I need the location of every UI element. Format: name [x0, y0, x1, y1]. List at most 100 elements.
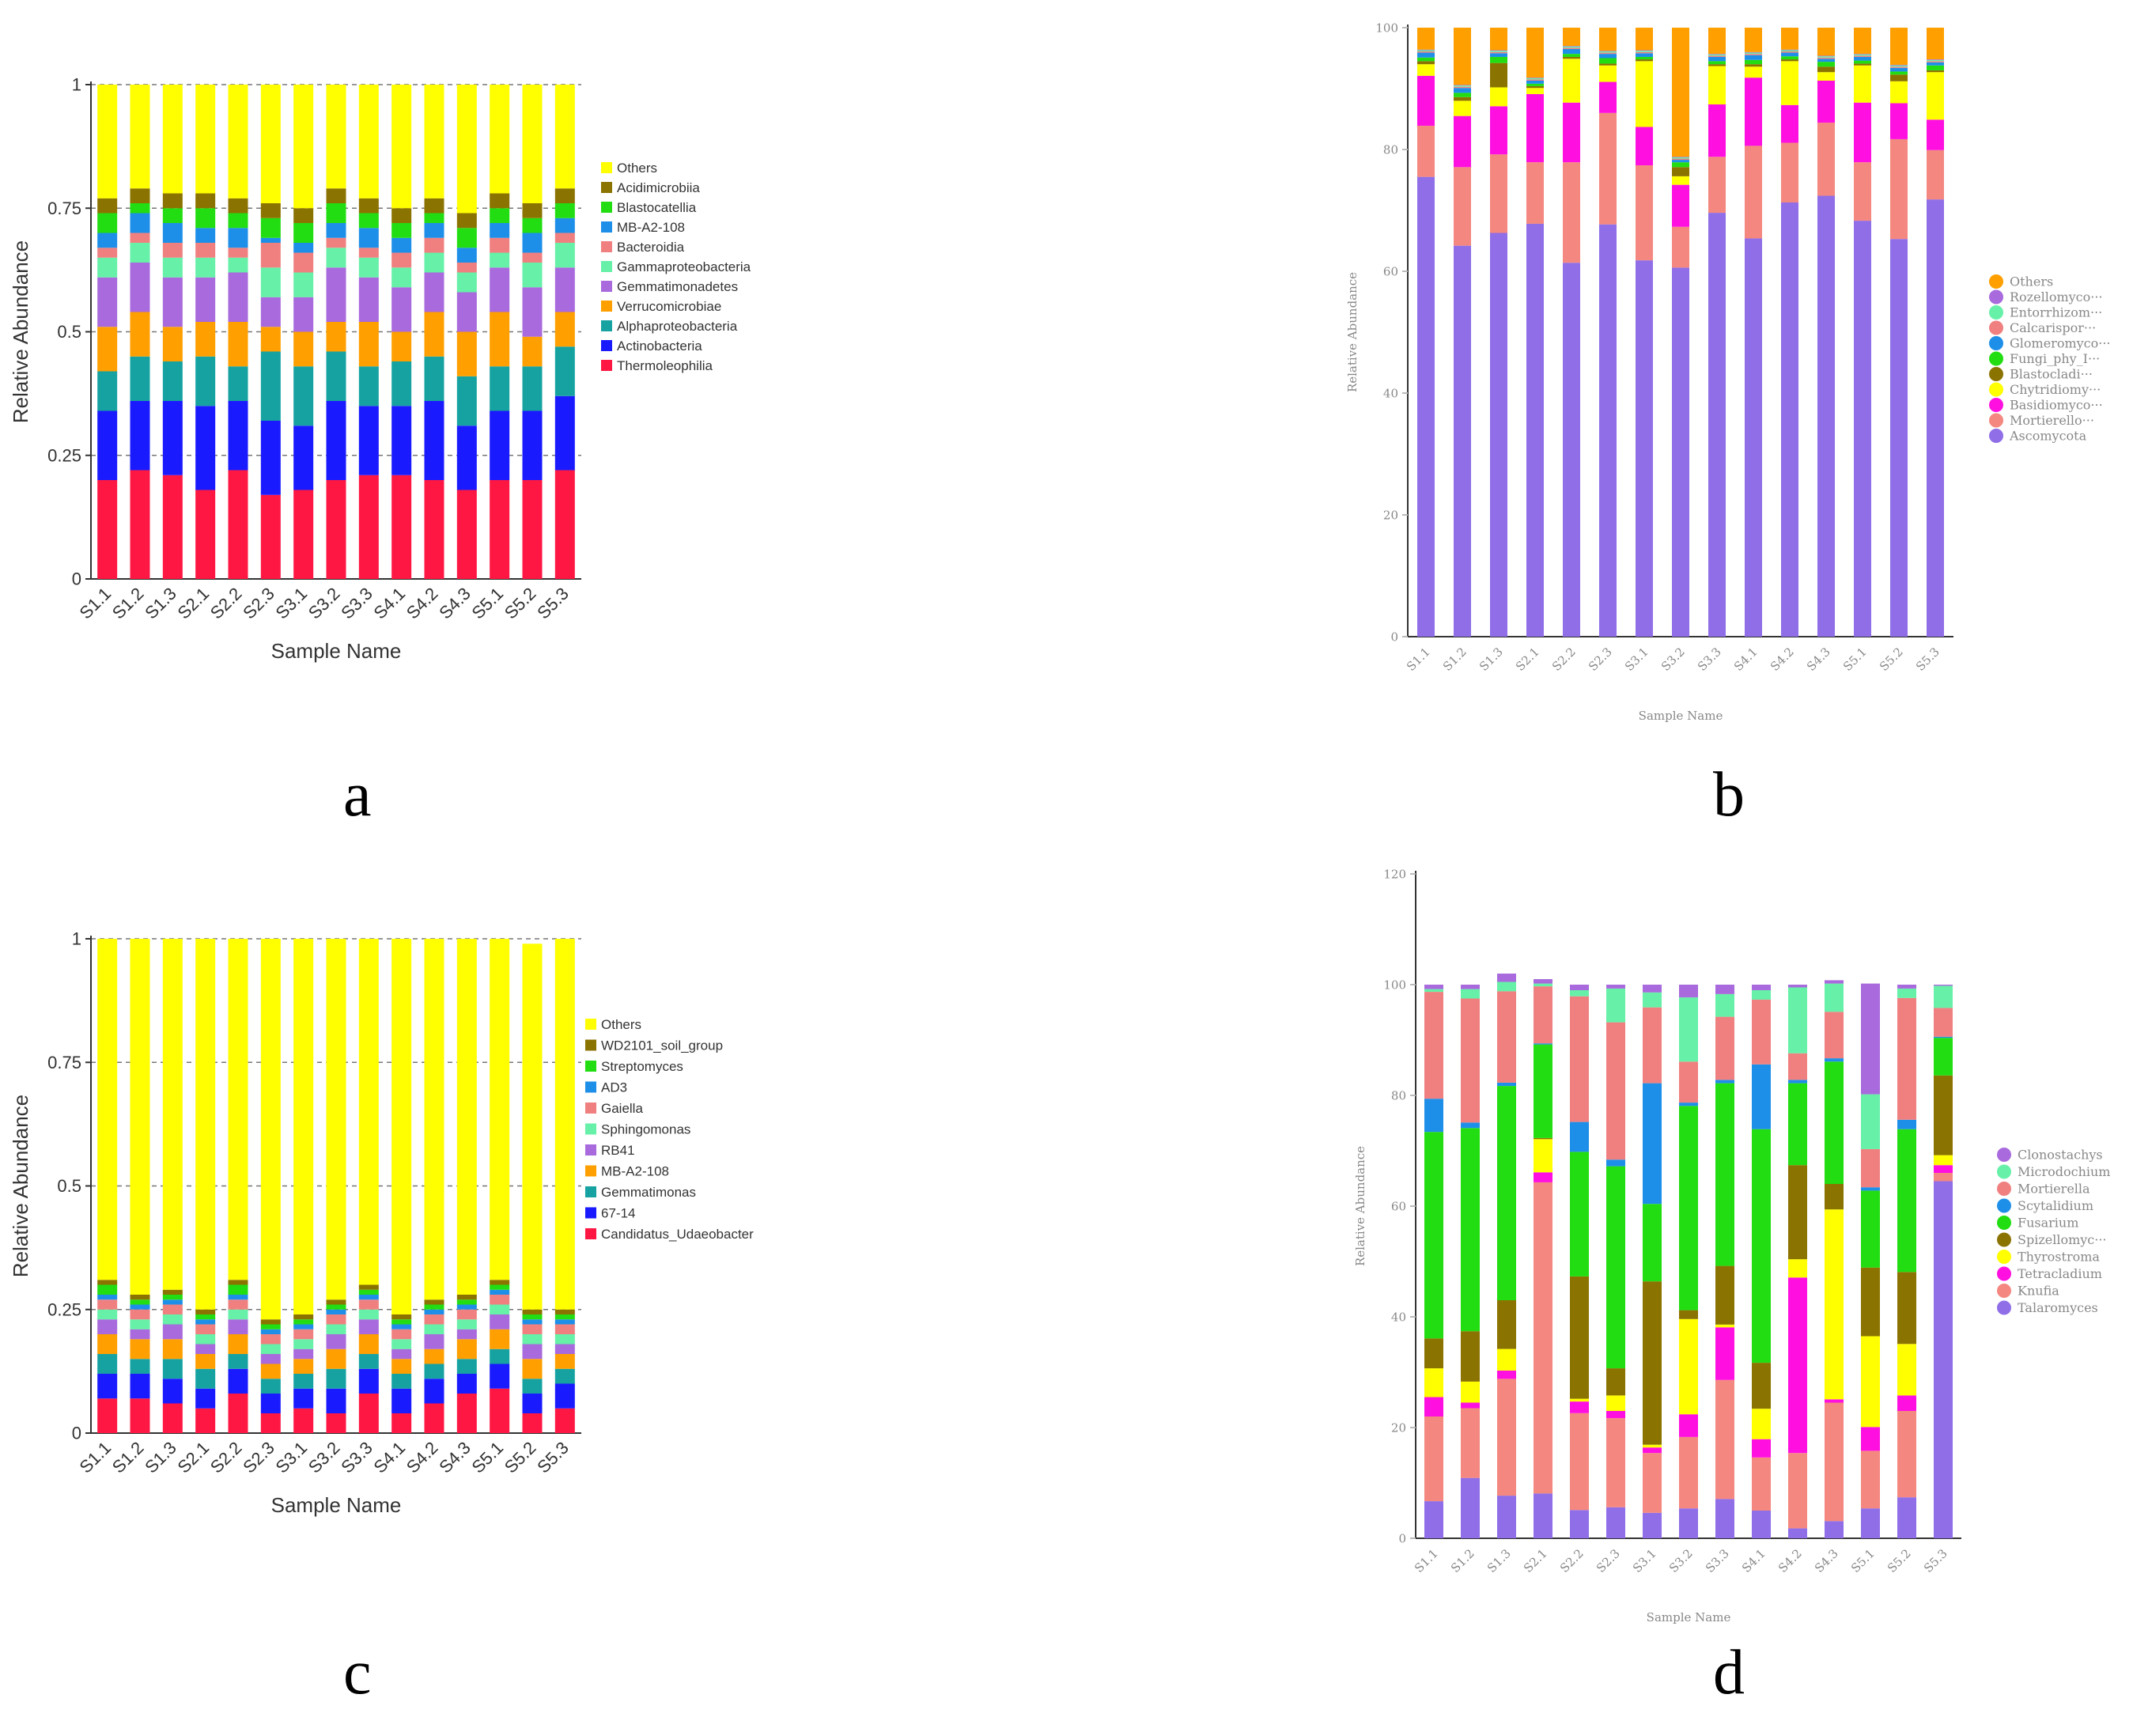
bar-segment: [1490, 51, 1507, 52]
bar-segment: [391, 237, 412, 253]
bar-segment: [228, 1368, 248, 1394]
bar-segment: [424, 1304, 444, 1310]
legend-marker: [601, 202, 612, 213]
bar-segment: [1526, 162, 1544, 224]
bar-segment: [228, 470, 248, 579]
bar-segment: [456, 85, 477, 214]
bar-segment: [554, 1383, 575, 1409]
y-tick-label: 0.25: [47, 1299, 81, 1319]
legend-label: Fusarium: [2018, 1216, 2078, 1231]
legend-label: Candidatus_Udaeobacter: [601, 1227, 754, 1242]
y-tick-label: 0: [1390, 630, 1398, 644]
x-tick-label: S4.3: [435, 584, 475, 623]
legend-marker: [1997, 1148, 2011, 1162]
panel-label-c: c: [343, 1638, 372, 1708]
bar-segment: [424, 1309, 444, 1314]
bar-segment: [130, 312, 150, 357]
bar-segment: [1563, 47, 1580, 49]
bar-segment: [326, 401, 346, 480]
bar-segment: [1534, 1044, 1552, 1138]
bar-segment: [1417, 64, 1435, 76]
bar-segment: [1715, 1080, 1734, 1084]
bar-segment: [424, 1314, 444, 1325]
bar-segment: [1927, 72, 1944, 120]
bar-segment: [1679, 1436, 1698, 1509]
bar-segment: [326, 267, 346, 322]
bar-segment: [1708, 54, 1726, 55]
bar-segment: [1708, 213, 1726, 637]
bar-segment: [1781, 49, 1798, 51]
bar-segment: [522, 1344, 543, 1360]
bar-segment: [1708, 104, 1726, 157]
x-tick-label: S5.3: [1913, 645, 1942, 674]
bar-segment: [130, 1359, 150, 1374]
bar-segment: [490, 1388, 510, 1433]
bar-segment: [391, 331, 412, 361]
bar-segment: [1861, 1190, 1880, 1268]
bar-segment: [293, 1388, 314, 1409]
bar-segment: [1424, 1416, 1443, 1502]
bar-segment: [358, 1295, 379, 1300]
bar-segment: [1897, 1411, 1916, 1498]
bar-segment: [1825, 1058, 1844, 1062]
bar-segment: [1861, 1094, 1880, 1149]
legend-marker: [601, 241, 612, 252]
bar-segment: [358, 198, 379, 214]
bar-segment: [1679, 985, 1698, 998]
bar-segment: [1752, 1363, 1771, 1409]
y-tick-label: 0.5: [57, 1176, 81, 1196]
legend-label: Microdochium: [2018, 1164, 2110, 1179]
bar-segment: [1861, 1427, 1880, 1451]
x-tick-label: S4.2: [1768, 645, 1797, 674]
bar-segment: [554, 85, 575, 189]
bar-segment: [554, 233, 575, 243]
bar-segment: [391, 1324, 412, 1329]
x-tick-label: S5.3: [533, 1438, 573, 1477]
bar-segment: [97, 1319, 118, 1334]
bar-segment: [260, 351, 281, 421]
bar-segment: [1861, 1450, 1880, 1509]
bar-segment: [195, 406, 216, 490]
bar-segment: [424, 237, 444, 253]
bar-segment: [1817, 59, 1835, 62]
bar-segment: [358, 248, 379, 258]
bar-segment: [1606, 1411, 1625, 1419]
bar-segment: [195, 356, 216, 407]
bar-segment: [260, 1379, 281, 1394]
bar-segment: [1417, 61, 1435, 65]
bar-segment: [97, 1354, 118, 1374]
bar-segment: [97, 233, 118, 248]
bar-segment: [1424, 1501, 1443, 1538]
bar-segment: [1454, 100, 1471, 116]
bar-segment: [195, 1314, 216, 1320]
legend-label: RB41: [601, 1143, 635, 1158]
bar-segment: [260, 1413, 281, 1433]
bar-segment: [97, 198, 118, 214]
bar-segment: [326, 1368, 346, 1389]
bar-segment: [162, 1359, 183, 1379]
bar-segment: [1861, 1336, 1880, 1428]
bar-segment: [522, 217, 543, 233]
bar-segment: [358, 1334, 379, 1354]
bar-segment: [1781, 104, 1798, 143]
bar-segment: [130, 401, 150, 471]
bar-segment: [1781, 51, 1798, 53]
y-tick-label: 60: [1391, 1199, 1406, 1213]
bar-segment: [326, 1324, 346, 1334]
x-tick-label: S5.1: [1840, 645, 1870, 674]
x-tick-label: S4.1: [370, 1438, 410, 1477]
legend-label: Gemmatimonas: [601, 1185, 696, 1200]
bar-segment: [554, 1324, 575, 1334]
bar-segment: [1927, 70, 1944, 73]
legend-marker: [1997, 1250, 2011, 1264]
bar-segment: [391, 1388, 412, 1413]
bar-segment: [1454, 93, 1471, 97]
y-axis-title: Relative Abundance: [1345, 272, 1360, 392]
bar-segment: [162, 475, 183, 579]
x-tick-label: S3.1: [272, 584, 312, 623]
bar-segment: [326, 1388, 346, 1413]
bar-segment: [130, 233, 150, 243]
bar-segment: [260, 1334, 281, 1345]
bar-segment: [293, 252, 314, 273]
bar-segment: [522, 1413, 543, 1433]
